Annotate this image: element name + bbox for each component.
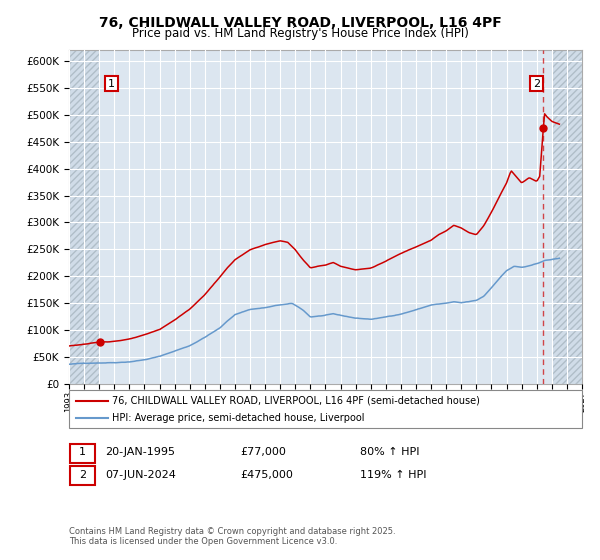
Text: 119% ↑ HPI: 119% ↑ HPI — [360, 470, 427, 480]
Bar — [552, 50, 582, 384]
Text: 80% ↑ HPI: 80% ↑ HPI — [360, 447, 419, 458]
Text: 76, CHILDWALL VALLEY ROAD, LIVERPOOL, L16 4PF (semi-detached house): 76, CHILDWALL VALLEY ROAD, LIVERPOOL, L1… — [112, 396, 480, 406]
Text: Price paid vs. HM Land Registry's House Price Index (HPI): Price paid vs. HM Land Registry's House … — [131, 27, 469, 40]
Text: 07-JUN-2024: 07-JUN-2024 — [105, 470, 176, 480]
Text: 1: 1 — [108, 79, 115, 88]
Text: 2: 2 — [79, 470, 86, 480]
Text: 2: 2 — [533, 79, 540, 88]
Text: 76, CHILDWALL VALLEY ROAD, LIVERPOOL, L16 4PF: 76, CHILDWALL VALLEY ROAD, LIVERPOOL, L1… — [98, 16, 502, 30]
Bar — [552, 50, 582, 384]
Text: Contains HM Land Registry data © Crown copyright and database right 2025.
This d: Contains HM Land Registry data © Crown c… — [69, 526, 395, 546]
Text: £475,000: £475,000 — [240, 470, 293, 480]
Bar — [69, 50, 99, 384]
Text: 20-JAN-1995: 20-JAN-1995 — [105, 447, 175, 458]
Bar — [69, 50, 99, 384]
Text: £77,000: £77,000 — [240, 447, 286, 458]
Text: HPI: Average price, semi-detached house, Liverpool: HPI: Average price, semi-detached house,… — [112, 413, 365, 423]
Text: 1: 1 — [79, 447, 86, 458]
